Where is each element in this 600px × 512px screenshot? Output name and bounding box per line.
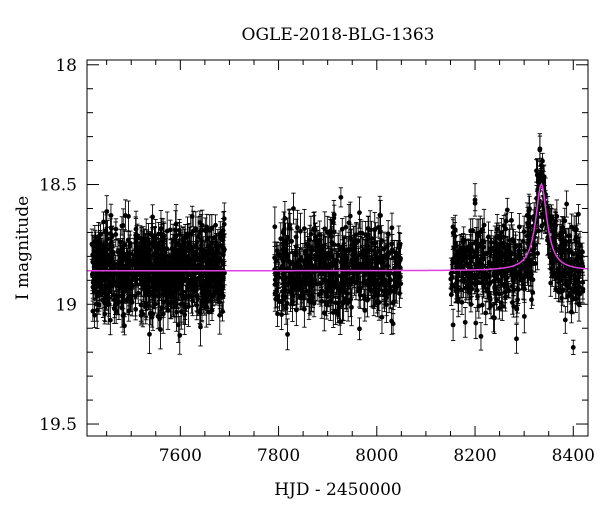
data-point	[102, 303, 108, 325]
data-point	[129, 288, 135, 317]
data-point	[107, 272, 112, 302]
x-tick-label: 8400	[552, 446, 595, 466]
data-point	[204, 241, 210, 265]
data-point	[111, 293, 117, 324]
data-point	[458, 281, 464, 298]
x-axis-label: HJD - 2450000	[274, 480, 402, 500]
data-point	[199, 289, 205, 323]
data-point	[138, 262, 144, 297]
data-point	[191, 280, 197, 303]
y-tick-label: 19.5	[39, 415, 77, 435]
data-point	[175, 257, 180, 290]
data-point	[156, 222, 161, 246]
data-point	[208, 262, 214, 294]
data-points	[89, 133, 586, 356]
data-point	[120, 252, 126, 281]
data-point	[339, 217, 345, 241]
y-tick-label: 18.5	[39, 176, 77, 196]
data-point	[214, 273, 220, 304]
data-point	[96, 295, 102, 315]
data-point	[183, 290, 188, 325]
data-point	[113, 218, 119, 240]
x-tick-label: 8000	[355, 446, 398, 466]
data-point	[221, 240, 227, 263]
data-point	[147, 314, 152, 354]
data-point	[272, 206, 278, 248]
data-point	[105, 220, 110, 258]
data-point	[213, 214, 218, 237]
data-point	[146, 231, 152, 260]
data-point	[150, 254, 156, 292]
data-point	[221, 211, 227, 238]
data-point	[189, 251, 195, 277]
data-point	[204, 213, 210, 241]
data-point	[521, 299, 527, 334]
y-tick-label: 19	[55, 295, 77, 315]
data-point	[204, 261, 210, 297]
data-point	[109, 236, 115, 256]
data-point	[157, 309, 162, 329]
data-point	[570, 339, 576, 356]
data-point	[186, 284, 192, 308]
data-point	[473, 307, 479, 340]
data-point	[108, 203, 114, 228]
data-point	[172, 227, 177, 250]
y-tick-label: 18	[55, 56, 77, 76]
data-point	[180, 279, 186, 305]
data-point	[193, 250, 198, 270]
data-point	[198, 226, 204, 255]
data-point	[338, 187, 344, 208]
x-tick-label: 7600	[159, 446, 202, 466]
chart-title: OGLE-2018-BLG-1363	[242, 25, 435, 45]
data-point	[450, 308, 456, 342]
data-point	[164, 211, 170, 251]
data-point	[122, 316, 127, 336]
data-point	[569, 300, 574, 324]
data-point	[514, 323, 519, 354]
data-point	[149, 216, 154, 253]
data-point	[220, 301, 225, 322]
data-point	[92, 302, 97, 329]
data-point	[209, 299, 215, 322]
data-point	[343, 216, 349, 239]
data-point	[198, 249, 204, 286]
data-point	[562, 306, 568, 334]
data-point	[177, 218, 182, 242]
data-point	[102, 228, 108, 266]
data-point	[115, 248, 121, 285]
data-point	[140, 243, 146, 265]
data-point	[181, 252, 186, 275]
data-point	[462, 307, 468, 338]
x-tick-label: 7800	[257, 446, 300, 466]
data-point	[175, 306, 181, 343]
data-point	[195, 255, 201, 275]
data-point	[215, 242, 221, 282]
data-point	[107, 305, 113, 336]
data-point	[143, 294, 149, 317]
data-point	[357, 317, 362, 341]
data-point	[362, 288, 367, 309]
data-point	[179, 278, 185, 315]
data-point	[478, 322, 484, 351]
data-point	[96, 234, 102, 272]
data-point	[131, 237, 137, 279]
x-tick-label: 8200	[453, 446, 496, 466]
data-point	[185, 256, 190, 292]
data-point	[133, 298, 139, 321]
data-point	[168, 276, 173, 313]
data-point	[516, 213, 522, 241]
y-axis-label: I magnitude	[13, 196, 33, 300]
data-point	[197, 210, 203, 235]
